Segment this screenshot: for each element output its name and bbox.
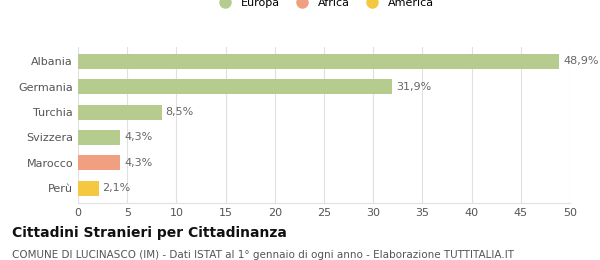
Bar xyxy=(78,105,161,120)
Text: Cittadini Stranieri per Cittadinanza: Cittadini Stranieri per Cittadinanza xyxy=(12,226,287,240)
Text: 8,5%: 8,5% xyxy=(166,107,194,117)
Bar xyxy=(78,130,121,145)
Text: 2,1%: 2,1% xyxy=(103,183,131,193)
Text: 31,9%: 31,9% xyxy=(396,82,431,92)
Text: COMUNE DI LUCINASCO (IM) - Dati ISTAT al 1° gennaio di ogni anno - Elaborazione : COMUNE DI LUCINASCO (IM) - Dati ISTAT al… xyxy=(12,250,514,259)
Bar xyxy=(78,54,559,69)
Bar xyxy=(78,79,392,94)
Text: 4,3%: 4,3% xyxy=(124,158,152,168)
Bar xyxy=(78,180,98,196)
Legend: Europa, Africa, America: Europa, Africa, America xyxy=(210,0,438,12)
Text: 48,9%: 48,9% xyxy=(563,56,599,67)
Text: 4,3%: 4,3% xyxy=(124,132,152,142)
Bar xyxy=(78,155,121,170)
